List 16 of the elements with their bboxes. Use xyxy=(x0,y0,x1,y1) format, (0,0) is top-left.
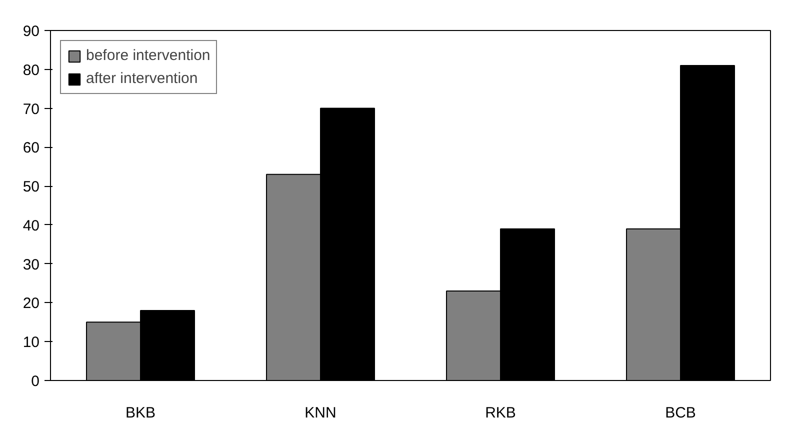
y-tick-label: 0 xyxy=(31,373,40,390)
x-tick-label: KNN xyxy=(304,404,336,422)
y-tick-label: 50 xyxy=(22,178,40,196)
legend-label: after intervention xyxy=(86,70,198,87)
y-tick-label: 80 xyxy=(22,62,40,79)
y-tick-label: 30 xyxy=(22,256,40,274)
y-tick-label: 90 xyxy=(22,23,40,40)
y-tick-label: 40 xyxy=(22,217,40,234)
y-tick-label: 60 xyxy=(22,140,40,157)
legend-label: before intervention xyxy=(86,47,210,64)
y-tick-label: 10 xyxy=(22,334,40,352)
x-tick-label: BCB xyxy=(665,404,696,422)
x-tick-label: BKB xyxy=(125,404,156,422)
x-tick-label: RKB xyxy=(485,404,516,422)
y-tick-label: 70 xyxy=(22,100,40,118)
y-tick-label: 20 xyxy=(22,295,40,312)
